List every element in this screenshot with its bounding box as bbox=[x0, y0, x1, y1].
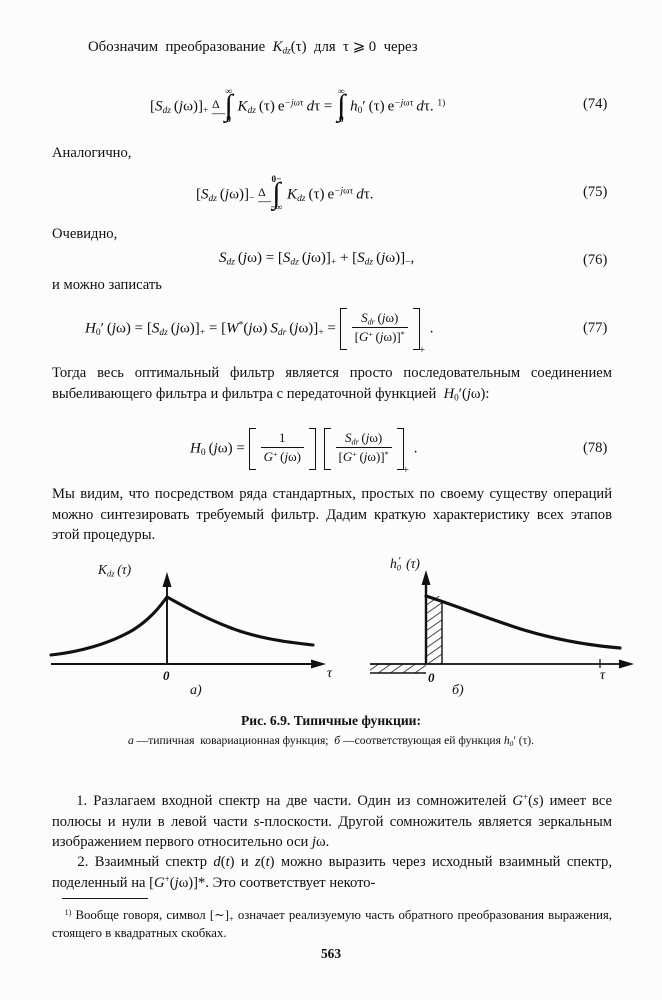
equation-number-76: (76) bbox=[583, 252, 608, 268]
fraction: 1 G+ (jω) bbox=[260, 430, 305, 465]
panel-b-label: б) bbox=[452, 683, 464, 698]
bracket-group: 1 G+ (jω) bbox=[248, 428, 317, 470]
equation-77: H0′ (jω) = [Sdz (jω)]+ = [W*(jω) Sdr (jω… bbox=[85, 308, 434, 357]
equation-number-75: (75) bbox=[583, 184, 608, 200]
equation-75: [Sdz (jω)]− Δ — 0− ∫ −∞ Kdz (τ) e−jωτ dτ. bbox=[196, 174, 374, 212]
equation-number-77: (77) bbox=[583, 320, 608, 336]
list-item-1: 1. Разлагаем входной спектр на две части… bbox=[52, 792, 612, 850]
fraction: Sdr (jω) [G+ (jω)]* bbox=[335, 430, 392, 465]
panel-a-origin-label: 0 bbox=[163, 668, 170, 683]
equation-number-78: (78) bbox=[583, 440, 608, 456]
intro-line: Обозначим преобразование Kdz(τ) для τ ⩾ … bbox=[88, 39, 418, 57]
text-i-mozhno-zapisat: и можно записать bbox=[52, 277, 162, 293]
panel-b-y-axis-label: h0′ (τ) bbox=[390, 555, 420, 573]
footnote-rule bbox=[62, 898, 148, 899]
panel-a-label: а) bbox=[190, 683, 202, 698]
graph-panel-b bbox=[370, 570, 634, 674]
figure-6-9: Kdz (τ) 0 τ а) bbox=[0, 548, 662, 763]
fraction: Sdr (jω) [G+ (jω)]* bbox=[351, 310, 408, 345]
bracket-group: Sdr (jω) [G+ (jω)]* bbox=[339, 308, 420, 350]
graph-panel-a bbox=[49, 572, 326, 669]
equation-number-74: (74) bbox=[583, 96, 608, 112]
panel-b-origin-label: 0 bbox=[428, 670, 435, 685]
paragraph-after-eq77: Тогда весь оптимальный фильтр является п… bbox=[52, 365, 612, 403]
integral-sign: ∞ ∫ 0 bbox=[224, 86, 233, 124]
list-item-2: 2. Взаимный спектр d(t) и z(t) можно выр… bbox=[52, 854, 612, 891]
equation-78: H0 (jω) = 1 G+ (jω) Sdr (jω) [G+ (jω)]* … bbox=[190, 428, 418, 477]
figure-caption-title: Рис. 6.9. Типичные функции: bbox=[240, 713, 422, 728]
integral-sign: ∞ ∫ 0 bbox=[337, 86, 346, 124]
equation-76: Sdz (jω) = [Sdz (jω)]+ + [Sdz (jω)]−, bbox=[219, 250, 415, 268]
text-ochevidno: Очевидно, bbox=[52, 226, 118, 242]
page-number: 563 bbox=[320, 946, 342, 961]
text-analogichno: Аналогично, bbox=[52, 145, 132, 161]
equation-74: [Sdz (jω)]+ Δ — ∞ ∫ 0 Kdz (τ) e−jωτ dτ = ∞ ∫… bbox=[150, 86, 446, 124]
panel-b-x-axis-label: τ bbox=[600, 668, 606, 683]
integral-sign: 0− ∫ −∞ bbox=[270, 174, 283, 212]
bracket-group: Sdr (jω) [G+ (jω)]* bbox=[323, 428, 404, 470]
footnote-text: 1) Вообще говоря, символ [∼]+ означает р… bbox=[52, 907, 612, 940]
paragraph-after-eq78: Мы видим, что посредством ряда стандартн… bbox=[52, 486, 612, 543]
figure-caption-subtitle: а —типичная ковариационная функция; б —с… bbox=[127, 734, 535, 749]
panel-a-x-axis-label: τ bbox=[327, 666, 333, 681]
panel-a-y-axis-label: Kdz (τ) bbox=[98, 562, 132, 579]
